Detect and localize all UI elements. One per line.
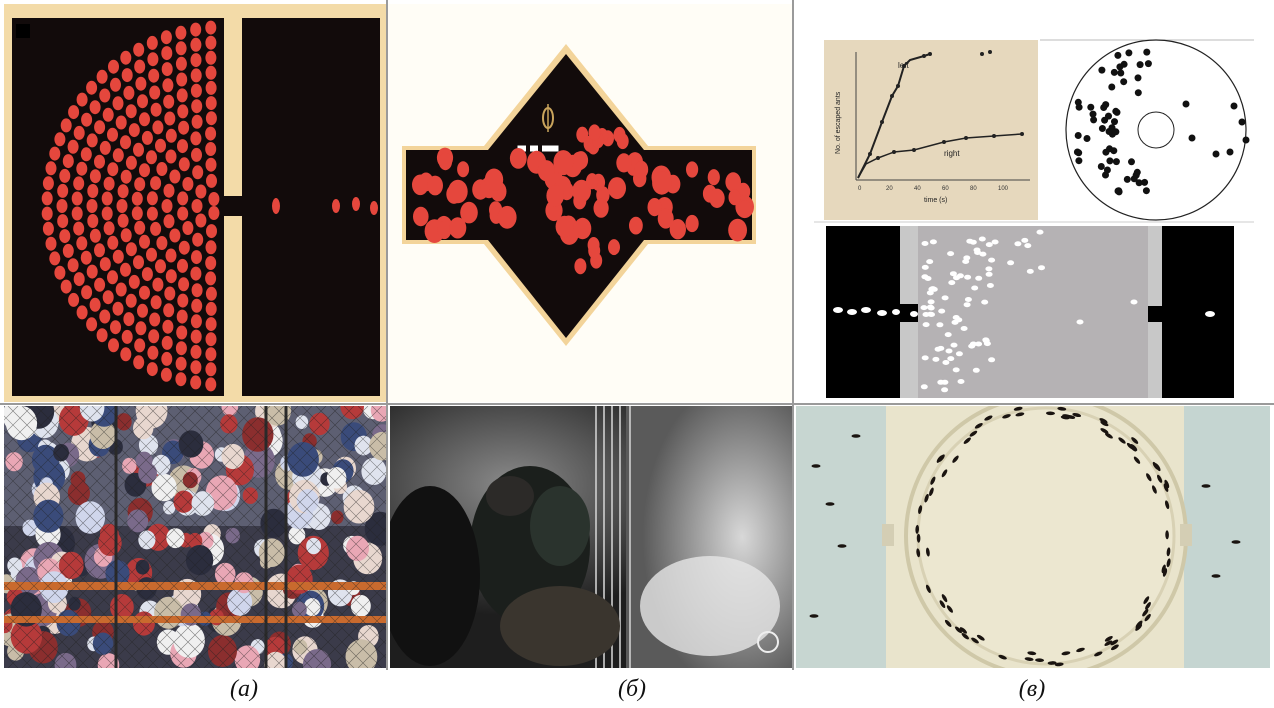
divider-2	[792, 0, 794, 670]
crowd-photo-graphic	[4, 406, 386, 668]
caption-a: (a)	[230, 676, 258, 702]
photo-crowd-stadium	[4, 406, 386, 668]
ant-arena-graphic	[796, 406, 1270, 668]
series-right-label: right	[944, 149, 960, 158]
figure-grid: left right time (s) No. of escaped ants …	[4, 4, 1270, 668]
experiment-c-graphic: left right time (s) No. of escaped ants …	[814, 39, 1254, 398]
panel-b-simulation	[388, 4, 792, 402]
svg-text:20: 20	[886, 186, 893, 192]
smoke-photo-graphic	[390, 406, 792, 668]
divider-h	[0, 403, 1274, 405]
svg-text:100: 100	[998, 186, 1009, 192]
caption-c: (в)	[1018, 676, 1046, 702]
svg-text:80: 80	[970, 186, 977, 192]
plot-ylabel: No. of escaped ants	[835, 91, 842, 154]
divider-1	[386, 0, 388, 670]
panel-a-simulation	[4, 4, 386, 402]
photo-ant-arena	[796, 406, 1270, 668]
simulation-b-graphic	[402, 44, 756, 346]
svg-text:0: 0	[858, 186, 862, 192]
svg-text:40: 40	[914, 186, 921, 192]
plot-xlabel: time (s)	[924, 197, 947, 204]
photo-smoke-escape	[390, 406, 792, 668]
simulation-a-graphic	[12, 18, 380, 396]
svg-text:60: 60	[942, 186, 949, 192]
series-left-label: left	[898, 61, 909, 70]
caption-b: (б)	[617, 676, 647, 702]
panel-c-experiment: left right time (s) No. of escaped ants …	[794, 4, 1270, 402]
